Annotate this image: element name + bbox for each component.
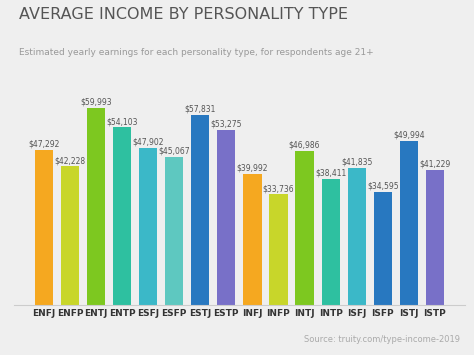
Text: $54,103: $54,103 bbox=[106, 117, 138, 126]
Text: $38,411: $38,411 bbox=[315, 169, 346, 178]
Text: $41,835: $41,835 bbox=[341, 157, 373, 166]
Bar bbox=[269, 194, 288, 305]
Text: $57,831: $57,831 bbox=[184, 105, 216, 114]
Text: $45,067: $45,067 bbox=[158, 147, 190, 156]
Bar bbox=[35, 150, 53, 305]
Text: Source: truity.com/type-income-2019: Source: truity.com/type-income-2019 bbox=[304, 335, 460, 344]
Text: $46,986: $46,986 bbox=[289, 141, 320, 149]
Text: $34,595: $34,595 bbox=[367, 181, 399, 190]
Bar bbox=[374, 191, 392, 305]
Text: $42,228: $42,228 bbox=[55, 156, 85, 165]
Bar bbox=[426, 170, 444, 305]
Bar bbox=[61, 166, 79, 305]
Text: $33,736: $33,736 bbox=[263, 184, 294, 193]
Bar bbox=[347, 168, 366, 305]
Text: $53,275: $53,275 bbox=[210, 120, 242, 129]
Bar bbox=[243, 174, 262, 305]
Text: $47,292: $47,292 bbox=[28, 140, 60, 148]
Text: Estimated yearly earnings for each personality type, for respondents age 21+: Estimated yearly earnings for each perso… bbox=[19, 48, 374, 57]
Text: $59,993: $59,993 bbox=[80, 98, 112, 106]
Bar bbox=[217, 130, 236, 305]
Text: $39,992: $39,992 bbox=[237, 163, 268, 173]
Text: AVERAGE INCOME BY PERSONALITY TYPE: AVERAGE INCOME BY PERSONALITY TYPE bbox=[19, 7, 348, 22]
Bar bbox=[321, 179, 340, 305]
Bar bbox=[139, 148, 157, 305]
Bar bbox=[295, 151, 314, 305]
Bar bbox=[400, 141, 418, 305]
Text: $41,229: $41,229 bbox=[419, 159, 451, 168]
Bar bbox=[87, 108, 105, 305]
Text: $49,994: $49,994 bbox=[393, 131, 425, 140]
Bar bbox=[191, 115, 210, 305]
Bar bbox=[113, 127, 131, 305]
Text: $47,902: $47,902 bbox=[132, 137, 164, 146]
Bar bbox=[165, 157, 183, 305]
